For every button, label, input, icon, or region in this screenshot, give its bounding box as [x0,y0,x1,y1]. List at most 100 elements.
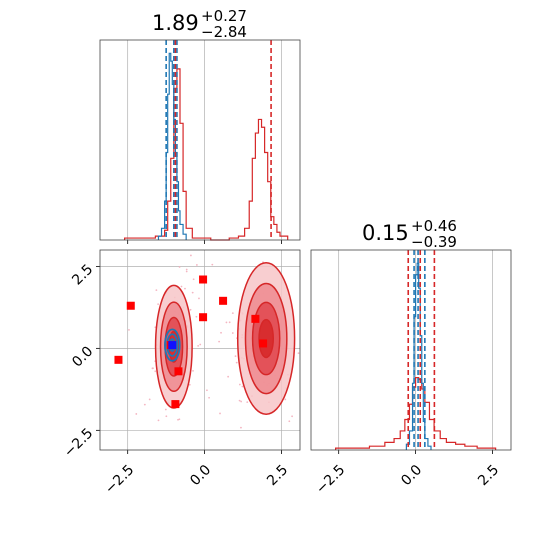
tick-label-x-2-2: 2.5 [475,462,502,489]
axes-frame-2 [310,249,512,451]
joint-tick-label-y-0: −2.5 [61,425,96,460]
marker-point-5 [174,367,183,376]
sample-point [199,343,202,346]
joint-tick-label-x-0: −2.5 [102,462,137,497]
sample-point [227,375,230,378]
sample-point [288,420,291,423]
marginal-histogram-param-2: −2.5 0.0 2.5 [310,249,512,497]
sample-point [157,303,160,305]
sample-point [177,418,179,421]
sample-point [218,340,221,343]
marginal-histogram-param-1 [99,39,301,244]
title-param-2-plus: +0.46 [411,217,457,235]
sample-point [164,408,167,411]
sample-point [238,399,241,402]
sample-point [152,367,154,370]
sample-point [211,263,214,266]
joint-contour-panel: −2.5 0.0 2.5 −2.5 0.0 2.5 [61,177,344,497]
title-param-1-value: 1.89 [152,11,199,35]
sample-point [319,215,321,217]
sample-point [291,415,294,418]
sample-point [178,418,181,421]
sample-point [192,278,195,281]
marker-point-0 [126,301,135,310]
joint-tick-label-y-2: 2.5 [69,261,96,288]
sample-point [220,331,222,334]
sample-point [322,385,324,387]
sample-point [235,361,238,364]
sample-point [238,383,241,386]
sample-point [143,403,146,406]
joint-tick-label-x-2: 2.5 [264,462,291,489]
sample-point [231,332,234,334]
sample-point [208,396,210,399]
marker-point-2 [199,275,208,284]
sample-point [240,400,243,403]
hist-series-1-0 [124,68,289,241]
marker-point-3 [199,313,208,322]
sample-point [207,244,209,246]
sample-point [191,291,194,294]
sample-point [197,345,200,347]
sample-point [178,266,181,268]
sample-point [155,289,158,292]
sample-point [342,263,344,265]
sample-point [321,363,323,365]
sample-point [225,321,228,324]
sample-point [219,412,221,415]
sample-point [198,297,200,300]
sample-point [185,270,188,273]
marker-point-10 [168,341,177,350]
sample-point [185,268,188,271]
contour-level-2-0 [164,328,181,362]
sample-point [240,426,242,429]
sample-point [190,246,192,248]
joint-tick-label-y-1: 0.0 [69,343,96,370]
joint-tick-label-x-1: 0.0 [187,462,214,489]
sample-point [234,355,237,358]
marker-point-6 [171,400,180,409]
title-param-2-value: 0.15 [362,221,409,245]
sample-point [228,321,231,324]
marker-point-9 [259,339,268,348]
title-param-1: 1.89 [152,11,199,35]
sample-point [301,367,303,369]
axes-frame-1 [99,39,301,241]
sample-point [135,413,138,415]
hist-series-1-1 [157,52,187,240]
contour-level-1-3 [258,318,275,359]
sample-point [246,401,249,404]
sample-point [284,398,287,401]
title-param-1-minus: −2.84 [201,23,247,41]
marker-point-1 [114,355,123,364]
sample-point [190,254,192,257]
sample-point [241,385,244,388]
joint-axes-frame [99,249,301,451]
sample-point [206,389,208,392]
sample-point [192,369,194,372]
sample-point [188,383,191,386]
tick-label-x-2-0: −2.5 [313,462,348,497]
marker-point-4 [219,296,228,305]
sample-point [201,177,203,179]
sample-point [157,419,160,422]
sample-point [184,287,186,290]
title-param-2-minus: −0.39 [411,233,457,251]
sample-point [180,285,183,288]
marker-point-8 [251,314,260,323]
sample-point [189,308,192,311]
sample-point [233,241,235,243]
sample-point [163,198,165,200]
sample-point [165,415,168,418]
sample-point [128,328,130,331]
sample-point [195,315,198,318]
joint-plot-area [100,177,344,450]
sample-point [195,264,198,266]
sample-point [148,398,151,401]
sample-point [297,352,300,355]
tick-label-x-2-1: 0.0 [398,462,425,489]
title-param-1-plus: +0.27 [201,7,247,25]
sample-point [154,370,157,373]
sample-point [231,312,234,315]
